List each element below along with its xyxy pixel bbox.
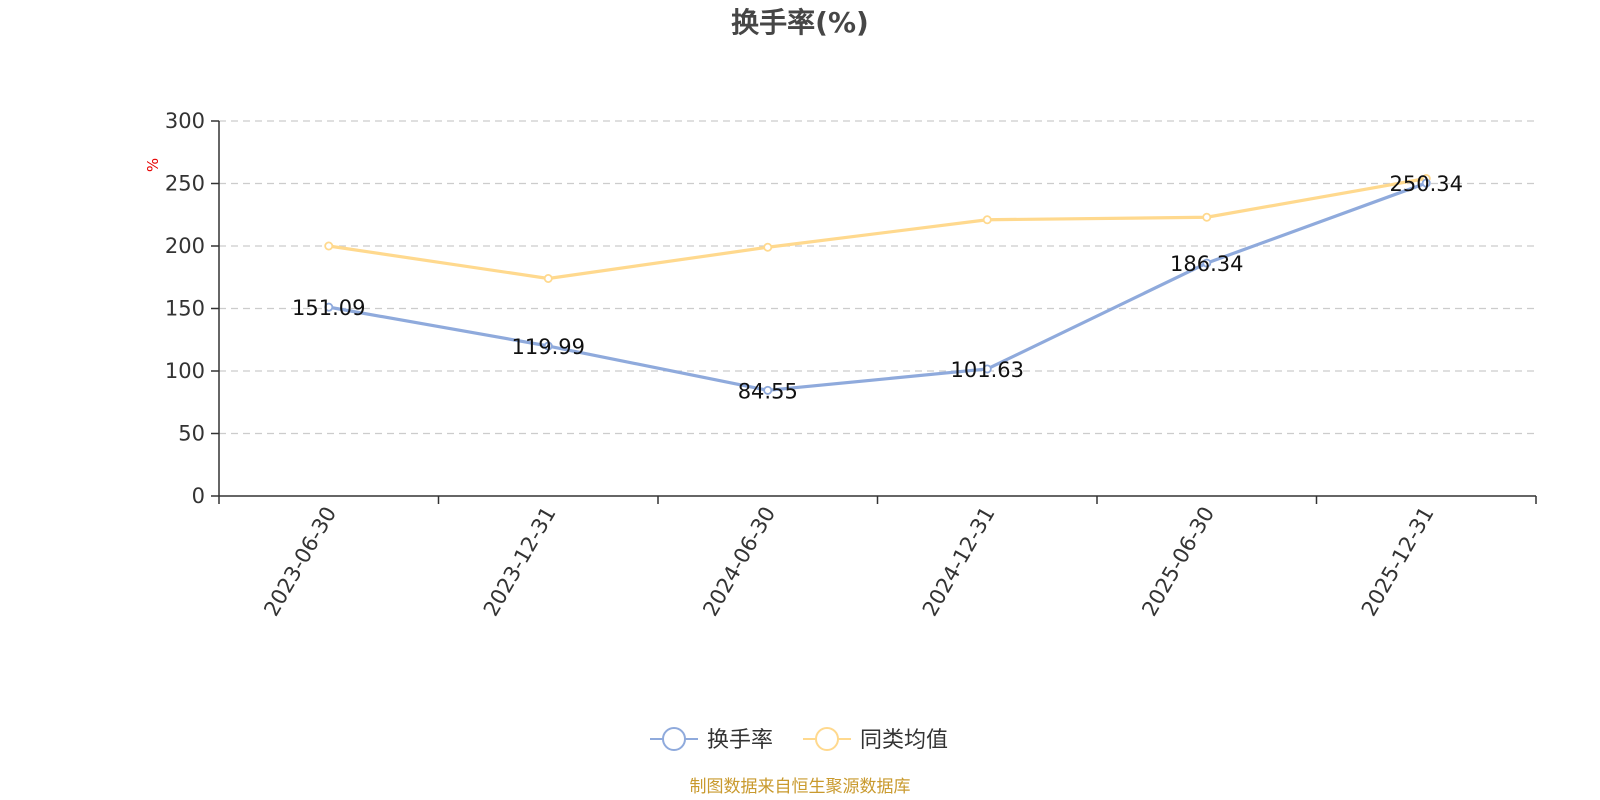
y-tick-label: 200 — [165, 234, 205, 258]
legend-item-turnover[interactable]: 换手率 — [650, 727, 773, 753]
point-turnover — [1202, 258, 1212, 268]
x-tick-label: 2025-06-30 — [1137, 503, 1219, 621]
series — [324, 173, 1431, 395]
data-label: 151.09 — [292, 296, 365, 320]
point-peer-average — [543, 273, 553, 283]
y-axis-unit-label: % — [144, 158, 162, 172]
series-line-peer-average — [328, 176, 1427, 281]
data-label: 101.63 — [951, 358, 1024, 382]
y-tick-label: 50 — [178, 422, 205, 446]
grid-lines — [219, 120, 1536, 435]
x-tick-label: 2024-12-31 — [918, 503, 1000, 621]
point-peer-average — [324, 241, 334, 251]
series-line-turnover — [328, 181, 1427, 392]
x-tick-label: 2023-06-30 — [259, 503, 341, 621]
x-tick-label: 2025-12-31 — [1357, 503, 1439, 621]
data-label: 119.99 — [512, 335, 585, 359]
legend-circle-icon — [815, 727, 839, 751]
x-tick-label: 2023-12-31 — [479, 503, 561, 621]
data-labels: 151.09 119.99 84.55 101.63 186.34 250.34 — [292, 172, 1463, 403]
y-tick-label: 150 — [165, 297, 205, 321]
point-peer-average — [1202, 212, 1212, 222]
y-tick-label: 0 — [192, 484, 205, 508]
legend[interactable]: 换手率 同类均值 — [650, 727, 948, 753]
point-turnover — [324, 302, 334, 312]
source-note: 制图数据来自恒生聚源数据库 — [690, 777, 911, 797]
chart-title: 换手率(%) — [731, 6, 869, 39]
point-turnover — [1421, 178, 1431, 188]
y-tick-label: 100 — [165, 359, 205, 383]
data-label: 84.55 — [738, 379, 798, 403]
y-tick-label: 300 — [165, 109, 205, 133]
legend-label: 换手率 — [707, 728, 773, 753]
y-tick-label: 250 — [165, 172, 205, 196]
legend-label: 同类均值 — [860, 728, 948, 753]
point-turnover — [982, 364, 992, 374]
x-tick-label: 2024-06-30 — [698, 503, 780, 621]
point-peer-average — [763, 242, 773, 252]
point-peer-average — [982, 215, 992, 225]
data-label: 250.34 — [1390, 172, 1463, 196]
legend-item-peer-average[interactable]: 同类均值 — [803, 727, 948, 753]
point-turnover — [763, 385, 773, 395]
data-label: 186.34 — [1170, 252, 1243, 276]
legend-circle-icon — [662, 727, 686, 751]
point-turnover — [543, 341, 553, 351]
axes: 0 50 100 150 200 250 300 2023-06-30 2023-12-31 20… — [165, 109, 1537, 621]
